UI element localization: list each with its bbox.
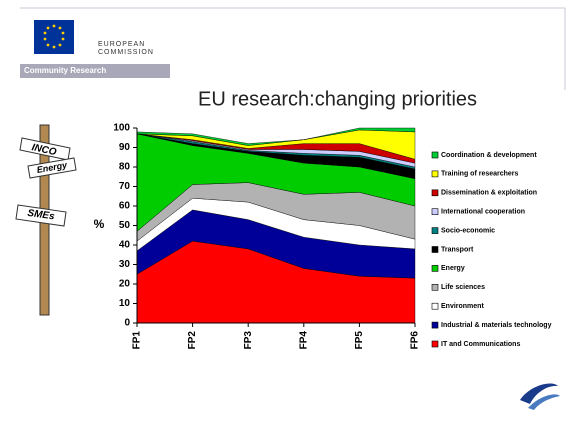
legend-swatch [431, 340, 439, 348]
plot: 0 10 20 30 40 50 60 70 80 90 100 FP1 FP2 FP3 FP4 FP5 FP6… [113, 123, 551, 350]
x-tick-label: FP2 [187, 331, 198, 350]
sign-text: INCO [31, 142, 58, 158]
logo [528, 394, 560, 410]
legend-label: Training of researchers [441, 171, 519, 178]
legend-label: Energy [441, 265, 465, 272]
y-tick-label: 0 [124, 318, 130, 329]
y-tick-label: 80 [119, 162, 131, 173]
sign [15, 204, 67, 227]
legend-swatch [431, 170, 439, 178]
x-tick-label: FP6 [410, 331, 421, 350]
legend-swatch [431, 227, 439, 234]
sign [27, 157, 77, 179]
header-band-text: Community Research [24, 66, 106, 75]
org-name: COMMISSION [98, 49, 154, 56]
y-tick-label: 40 [119, 240, 131, 251]
legend-swatch [431, 283, 439, 291]
y-tick-label: 20 [119, 279, 131, 290]
legend-swatch [431, 151, 439, 159]
legend-swatch [431, 189, 439, 197]
x-tick-label: FP3 [243, 331, 254, 350]
legend-swatch [431, 246, 439, 253]
legend-label: Dissemination & exploitation [441, 190, 537, 197]
legend-swatch [431, 321, 439, 329]
legend-label: Transport [441, 246, 474, 253]
eu-stars [43, 24, 65, 49]
legend-swatch [431, 265, 439, 272]
legend-label: International cooperation [441, 209, 525, 216]
legend-label: Industrial & materials technology [441, 322, 552, 329]
legend-swatch [431, 302, 439, 310]
legend-label: Socio-economic [441, 227, 495, 234]
y-tick-label: 50 [119, 220, 131, 231]
org-name: EUROPEAN [98, 41, 145, 48]
y-axis-label: % [94, 217, 105, 231]
area [136, 127, 416, 146]
legend-swatch [431, 208, 439, 215]
legend-label: Coordination & development [441, 152, 537, 159]
y-tick-label: 60 [119, 201, 131, 212]
y-tick-label: 90 [119, 142, 131, 153]
legend-label: IT and Communications [441, 341, 520, 348]
chart-title: EU research:changing priorities [198, 88, 477, 110]
legend-label: Life sciences [441, 284, 485, 291]
y-tick-label: 100 [113, 123, 130, 134]
x-tick-label: FP1 [132, 331, 143, 350]
sign-text: SMEs [27, 208, 56, 223]
x-tick-label: FP5 [354, 331, 365, 350]
legend-label: Environment [441, 303, 484, 310]
y-tick-label: 10 [119, 298, 131, 309]
y-tick-label: 70 [119, 181, 131, 192]
logo [520, 383, 558, 404]
y-tick-label: 30 [119, 259, 131, 270]
x-tick-label: FP4 [298, 331, 309, 350]
header-band [20, 64, 170, 78]
